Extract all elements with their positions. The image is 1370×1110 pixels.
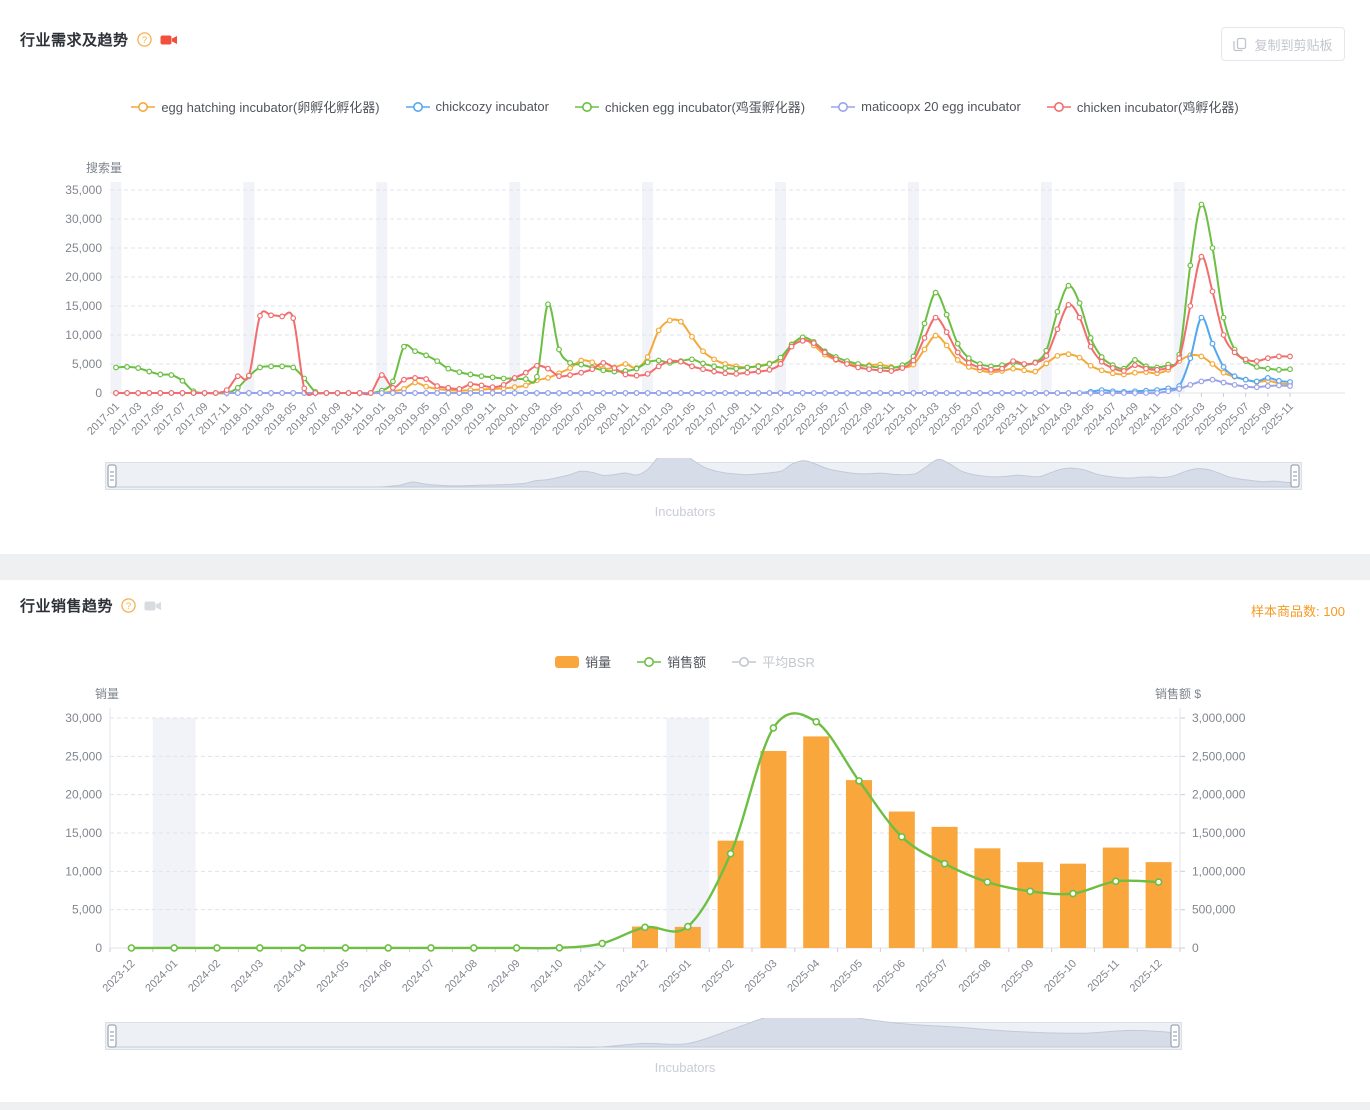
svg-text:2023-12: 2023-12 (100, 958, 137, 995)
datazoom-handle-right[interactable] (1290, 464, 1300, 488)
datazoom-handle-left[interactable] (107, 1024, 117, 1048)
demand-datazoom-slider[interactable] (105, 458, 1302, 494)
sample-count-label: 样本商品数: (1251, 604, 1320, 619)
legend-item-series-4[interactable]: chicken incubator(鸡孵化器) (1046, 97, 1239, 116)
svg-text:2025-03: 2025-03 (742, 958, 779, 995)
svg-text:25,000: 25,000 (65, 749, 102, 763)
svg-text:25,000: 25,000 (65, 241, 102, 255)
demand-watermark: Incubators (654, 504, 716, 519)
sales-watermark: Incubators (654, 1060, 716, 1075)
svg-text:30,000: 30,000 (65, 711, 102, 725)
svg-text:2024-03: 2024-03 (229, 958, 266, 995)
svg-text:销量: 销量 (95, 687, 119, 701)
svg-text:5,000: 5,000 (72, 903, 102, 917)
svg-text:2024-06: 2024-06 (357, 958, 394, 995)
svg-text:2025-01: 2025-01 (657, 958, 694, 995)
svg-text:2024-12: 2024-12 (614, 958, 651, 995)
sales-title: 行业销售趋势 (20, 598, 114, 615)
svg-text:5,000: 5,000 (72, 357, 102, 371)
demand-header: 行业需求及趋势 ? (20, 29, 178, 50)
copy-icon (1233, 37, 1247, 52)
legend-item-series-3[interactable]: maticoopx 20 egg incubator (831, 99, 1021, 114)
legend-item-bar-0[interactable]: 销量 (555, 652, 611, 671)
legend-item-line-1[interactable]: 销售额 (637, 652, 706, 671)
svg-text:2025-09: 2025-09 (999, 958, 1036, 995)
svg-text:15,000: 15,000 (65, 299, 102, 313)
svg-text:销售额 $: 销售额 $ (1155, 686, 1201, 701)
svg-text:2024-10: 2024-10 (528, 958, 565, 995)
svg-text:0: 0 (95, 941, 102, 955)
svg-text:2025-10: 2025-10 (1042, 958, 1079, 995)
demand-title: 行业需求及趋势 (20, 32, 129, 49)
svg-text:2025-12: 2025-12 (1128, 958, 1165, 995)
svg-text:2025-06: 2025-06 (871, 958, 908, 995)
svg-text:3,000,000: 3,000,000 (1192, 711, 1246, 725)
help-icon[interactable]: ? (120, 597, 137, 614)
svg-text:2024-08: 2024-08 (443, 958, 480, 995)
svg-text:2024-07: 2024-07 (400, 958, 437, 995)
legend-item-series-2[interactable]: chicken egg incubator(鸡蛋孵化器) (574, 97, 805, 116)
svg-text:2024-02: 2024-02 (186, 958, 223, 995)
sample-count-value: 100 (1323, 604, 1345, 619)
svg-text:2025-07: 2025-07 (914, 958, 951, 995)
copy-to-clipboard-button[interactable]: 复制到剪贴板 (1221, 27, 1345, 61)
svg-text:0: 0 (95, 386, 102, 400)
legend-item-series-1[interactable]: chickcozy incubator (405, 99, 549, 114)
svg-text:35,000: 35,000 (65, 183, 102, 197)
svg-text:1,500,000: 1,500,000 (1192, 826, 1246, 840)
svg-text:搜索量: 搜索量 (86, 160, 122, 175)
svg-text:?: ? (126, 601, 131, 612)
svg-text:2024-04: 2024-04 (272, 958, 309, 995)
sales-chart-canvas: 0 0 5,000 500,000 10,000 1,000,000 15,000 1,500… (65, 686, 1246, 995)
legend-item-series-0[interactable]: egg hatching incubator(卵孵化孵化器) (131, 97, 380, 116)
svg-text:20,000: 20,000 (65, 270, 102, 284)
svg-text:10,000: 10,000 (65, 864, 102, 878)
demand-chart-canvas: 0 5,000 10,000 15,000 20,000 25,000 30,000 35,0… (65, 160, 1345, 438)
sales-datazoom-slider[interactable] (105, 1018, 1182, 1054)
svg-text:15,000: 15,000 (65, 826, 102, 840)
svg-text:1,000,000: 1,000,000 (1192, 864, 1246, 878)
svg-text:30,000: 30,000 (65, 212, 102, 226)
svg-text:500,000: 500,000 (1192, 903, 1236, 917)
svg-text:2024-11: 2024-11 (572, 958, 608, 994)
svg-text:2,500,000: 2,500,000 (1192, 749, 1246, 763)
svg-text:2,000,000: 2,000,000 (1192, 788, 1246, 802)
video-icon[interactable] (160, 33, 178, 47)
sample-count: 样本商品数: 100 (1251, 601, 1345, 620)
demand-legend: egg hatching incubator(卵孵化孵化器) chickcozy … (0, 97, 1370, 116)
svg-text:2024-01: 2024-01 (143, 958, 180, 995)
svg-text:2025-11: 2025-11 (1085, 958, 1121, 994)
datazoom-handle-right[interactable] (1170, 1024, 1180, 1048)
svg-text:2025-04: 2025-04 (785, 958, 822, 995)
copy-button-label: 复制到剪贴板 (1254, 37, 1333, 53)
legend-item-line-2[interactable]: 平均BSR (732, 652, 815, 671)
svg-text:20,000: 20,000 (65, 788, 102, 802)
video-icon-disabled[interactable] (144, 599, 162, 613)
help-icon[interactable]: ? (136, 31, 153, 48)
svg-text:10,000: 10,000 (65, 328, 102, 342)
datazoom-handle-left[interactable] (107, 464, 117, 488)
sales-header: 行业销售趋势 ? (20, 595, 162, 616)
svg-text:2024-09: 2024-09 (486, 958, 523, 995)
svg-text:2025-02: 2025-02 (700, 958, 737, 995)
svg-text:2025-08: 2025-08 (956, 958, 993, 995)
svg-text:2025-05: 2025-05 (828, 958, 865, 995)
svg-text:0: 0 (1192, 941, 1199, 955)
svg-text:2024-05: 2024-05 (314, 958, 351, 995)
sales-legend: 销量 销售额 平均BSR (0, 652, 1370, 671)
svg-text:?: ? (141, 35, 146, 46)
